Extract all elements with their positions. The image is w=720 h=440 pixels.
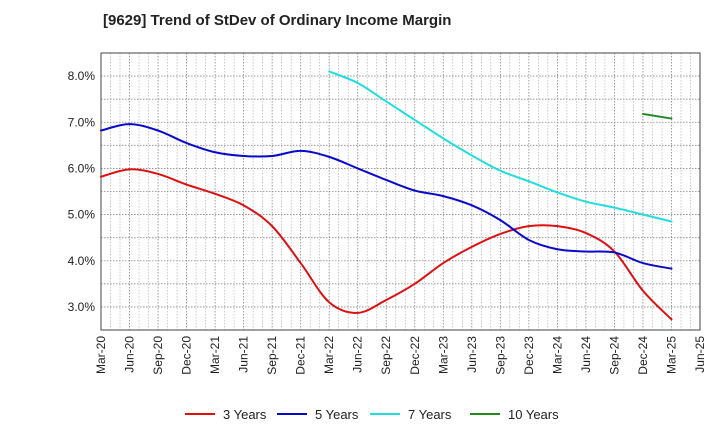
y-tick-label: 7.0% (68, 115, 96, 129)
x-tick-label: Sep-20 (151, 336, 165, 375)
x-tick-label: Sep-21 (265, 336, 279, 375)
x-tick-label: Sep-23 (493, 336, 507, 375)
x-tick-label: Mar-20 (94, 336, 108, 374)
plot-border (100, 52, 701, 331)
legend-label-7-years: 7 Years (408, 407, 452, 422)
y-tick-label: 3.0% (68, 300, 96, 314)
legend-label-3-years: 3 Years (223, 407, 267, 422)
series-line-3-years (100, 168, 673, 321)
y-tick-label: 6.0% (68, 161, 96, 175)
x-tick-label: Sep-24 (607, 336, 621, 375)
legend: 3 Years 5 Years 7 Years 10 Years (185, 407, 559, 422)
series-lines (100, 70, 673, 321)
y-tick-label: 4.0% (68, 254, 96, 268)
x-tick-label: Jun-23 (465, 336, 479, 373)
axes: 3.0% 4.0% 5.0% 6.0% 7.0% 8.0% Mar-20 Jun-20 Sep-… (68, 52, 707, 375)
x-tick-label: Sep-22 (379, 336, 393, 375)
x-tick-label: Dec-20 (180, 336, 194, 375)
x-tick-label: Dec-21 (294, 336, 308, 375)
x-tick-label: Dec-24 (636, 336, 650, 375)
x-tick-label: Jun-24 (579, 336, 593, 373)
x-tick-label: Jun-21 (237, 336, 251, 373)
series-line-5-years (100, 123, 673, 270)
chart-title: [9629] Trend of StDev of Ordinary Income… (103, 12, 452, 29)
x-tick-label: Mar-24 (550, 336, 564, 374)
series-line-10-years (641, 112, 673, 120)
grid (101, 53, 700, 330)
x-tick-label: Mar-21 (208, 336, 222, 374)
x-tick-label: Jun-25 (693, 336, 707, 373)
x-tick-label: Mar-23 (436, 336, 450, 374)
legend-label-10-years: 10 Years (508, 407, 559, 422)
y-tick-label: 5.0% (68, 208, 96, 222)
x-tick-label: Mar-22 (322, 336, 336, 374)
x-tick-label: Jun-22 (351, 336, 365, 373)
series-line-7-years (328, 70, 673, 223)
x-tick-label: Mar-25 (664, 336, 678, 374)
x-tick-label: Dec-22 (408, 336, 422, 375)
legend-label-5-years: 5 Years (315, 407, 359, 422)
x-tick-label: Dec-23 (522, 336, 536, 375)
x-tick-label: Jun-20 (123, 336, 137, 373)
y-tick-label: 8.0% (68, 69, 96, 83)
